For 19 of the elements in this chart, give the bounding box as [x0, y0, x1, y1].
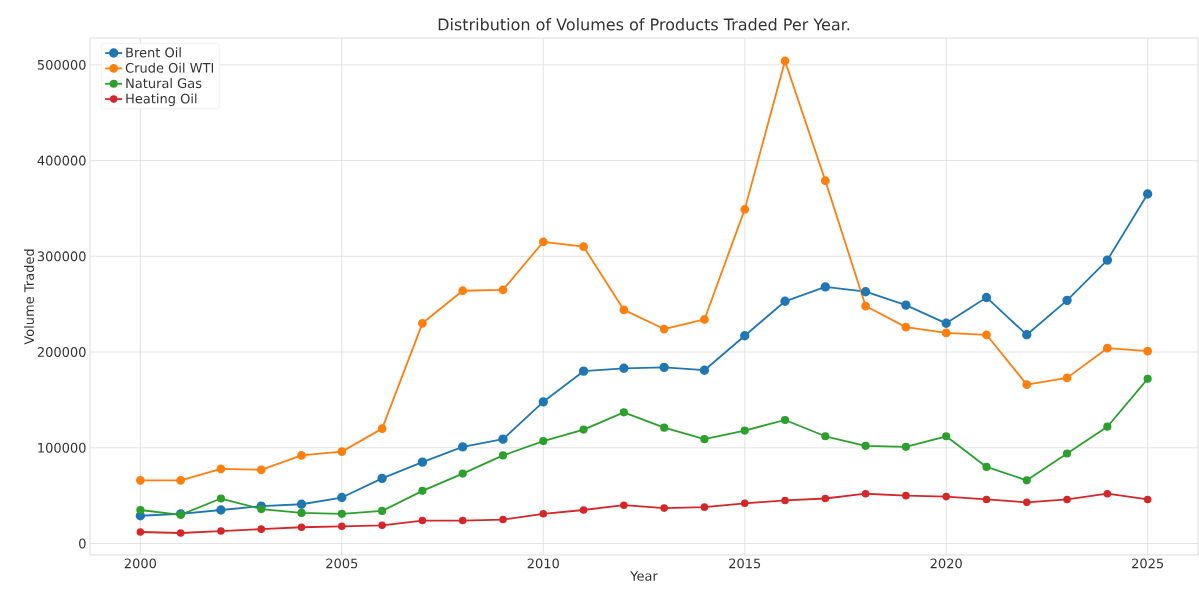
y-tick-label: 300000 — [37, 251, 86, 262]
x-tick-label: 2020 — [930, 558, 962, 569]
y-tick-label: 100000 — [38, 442, 86, 453]
legend-label: Natural Gas — [126, 78, 202, 89]
legend-label: Heating Oil — [126, 93, 197, 106]
legend-label: Brent Oil — [126, 47, 181, 58]
y-tick-label: 200000 — [37, 347, 86, 357]
x-tick-label: 2010 — [527, 558, 559, 569]
chart-title: Distribution of Volumes of Products Traded Per Year. — [438, 18, 850, 31]
legend-label: Crude Oil WTI — [125, 62, 214, 73]
y-tick-label: 400000 — [37, 155, 86, 166]
x-tick-label: 2025 — [1132, 558, 1164, 569]
x-tick-label: 2000 — [124, 558, 157, 569]
y-tick-label: 0 — [79, 538, 86, 549]
x-axis-title: Year — [630, 571, 658, 581]
x-tick-label: 2005 — [326, 558, 358, 569]
y-axis-title: Volume Traded — [23, 249, 35, 345]
y-tick-label: 500000 — [37, 59, 86, 70]
x-tick-label: 2015 — [729, 558, 761, 569]
